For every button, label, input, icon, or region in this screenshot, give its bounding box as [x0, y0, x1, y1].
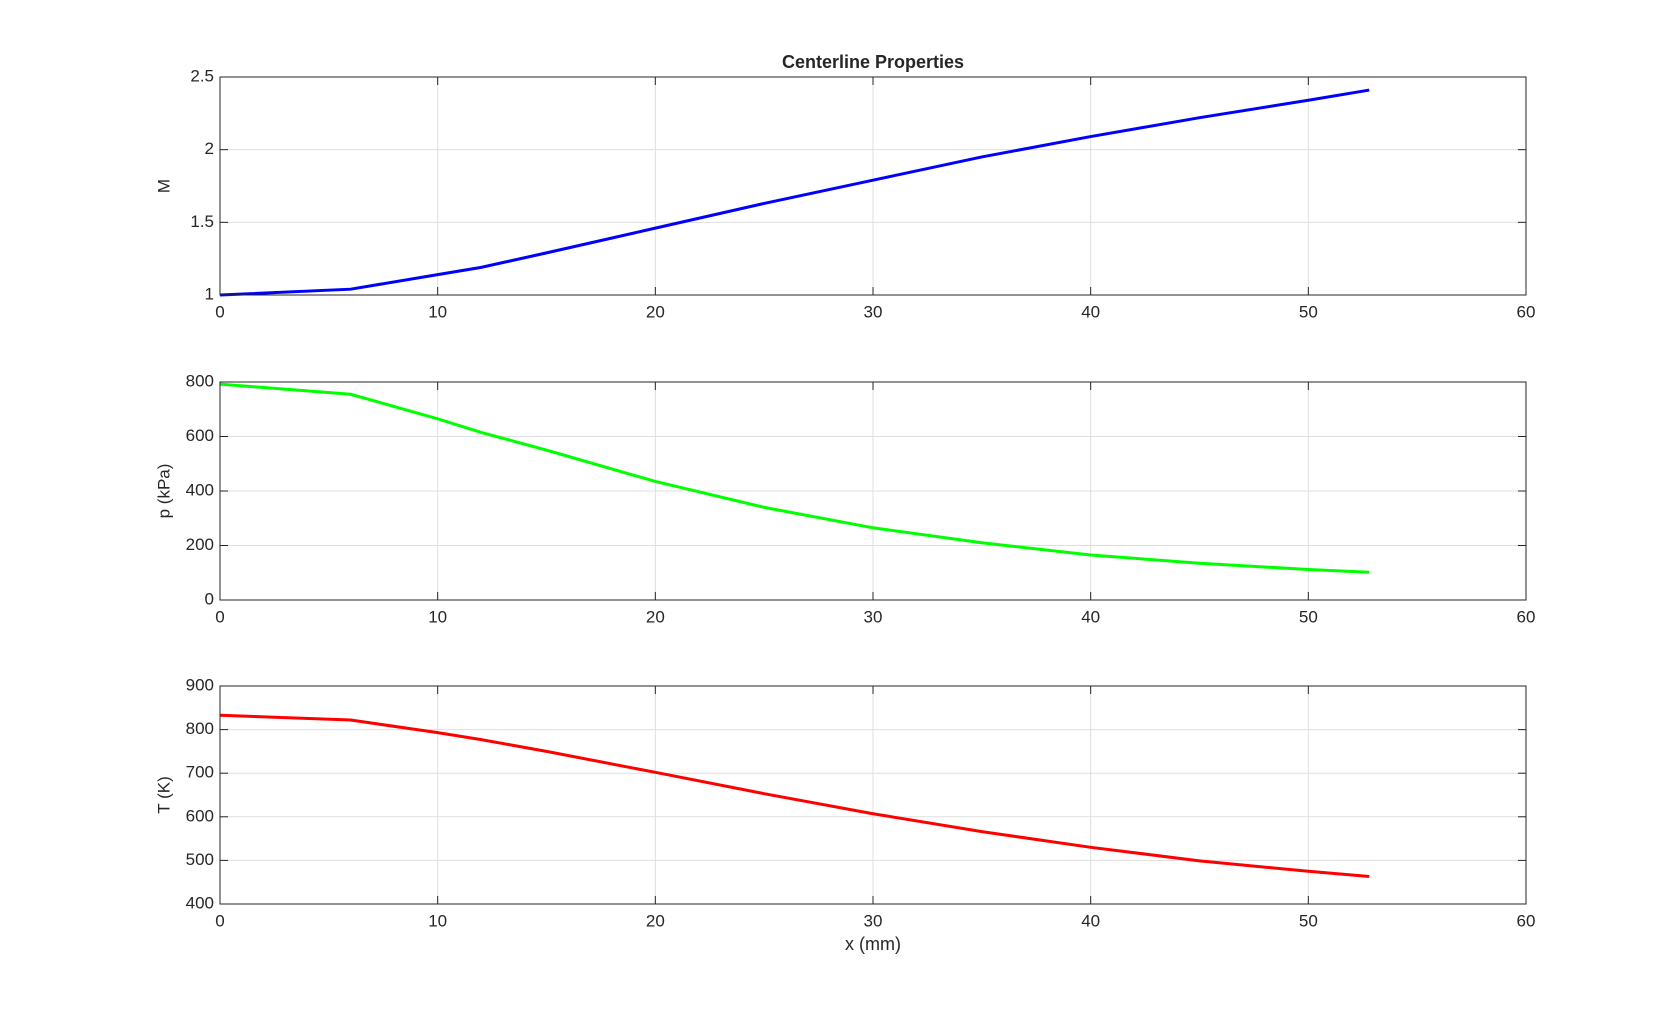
- x-tick-label: 20: [646, 302, 665, 321]
- y-tick-label: 200: [186, 535, 214, 554]
- y-tick-label: 400: [186, 480, 214, 499]
- y-tick-label: 2: [205, 139, 214, 158]
- x-tick-label: 20: [646, 911, 665, 930]
- x-tick-label: 50: [1299, 607, 1318, 626]
- x-tick-label: 50: [1299, 302, 1318, 321]
- y-tick-label: 2.5: [190, 66, 214, 85]
- y-tick-label: 1.5: [190, 212, 214, 231]
- line: [219, 382, 1370, 574]
- y-tick-label: 500: [186, 850, 214, 869]
- axes-box: [219, 685, 1527, 905]
- y-tick-label: 700: [186, 763, 214, 782]
- x-axis-label: x (mm): [845, 934, 901, 954]
- axes-box: [219, 76, 1527, 296]
- x-tick-label: 0: [215, 607, 224, 626]
- axes-box: [219, 381, 1527, 601]
- y-axis-label: T (K): [154, 776, 173, 813]
- x-tick-label: 0: [215, 911, 224, 930]
- y-tick-label: 800: [186, 371, 214, 390]
- x-tick-label: 30: [864, 911, 883, 930]
- y-axis-label: p (kPa): [154, 464, 173, 519]
- x-tick-label: 60: [1517, 911, 1536, 930]
- x-tick-label: 40: [1081, 302, 1100, 321]
- x-tick-label: 30: [864, 302, 883, 321]
- y-axis-label: M: [154, 179, 173, 193]
- x-tick-label: 20: [646, 607, 665, 626]
- x-tick-label: 60: [1517, 302, 1536, 321]
- chart-title: Centerline Properties: [782, 52, 964, 72]
- x-tick-label: 10: [428, 302, 447, 321]
- x-tick-label: 30: [864, 607, 883, 626]
- y-tick-label: 600: [186, 806, 214, 825]
- x-tick-label: 60: [1517, 607, 1536, 626]
- y-tick-label: 600: [186, 426, 214, 445]
- y-tick-label: 800: [186, 719, 214, 738]
- x-tick-label: 10: [428, 911, 447, 930]
- y-tick-label: 400: [186, 893, 214, 912]
- y-tick-label: 0: [205, 589, 214, 608]
- line: [219, 713, 1370, 879]
- x-tick-label: 40: [1081, 607, 1100, 626]
- x-tick-label: 10: [428, 607, 447, 626]
- y-tick-label: 900: [186, 675, 214, 694]
- x-tick-label: 0: [215, 302, 224, 321]
- y-tick-label: 1: [205, 284, 214, 303]
- line: [219, 88, 1370, 297]
- x-tick-label: 40: [1081, 911, 1100, 930]
- x-tick-label: 50: [1299, 911, 1318, 930]
